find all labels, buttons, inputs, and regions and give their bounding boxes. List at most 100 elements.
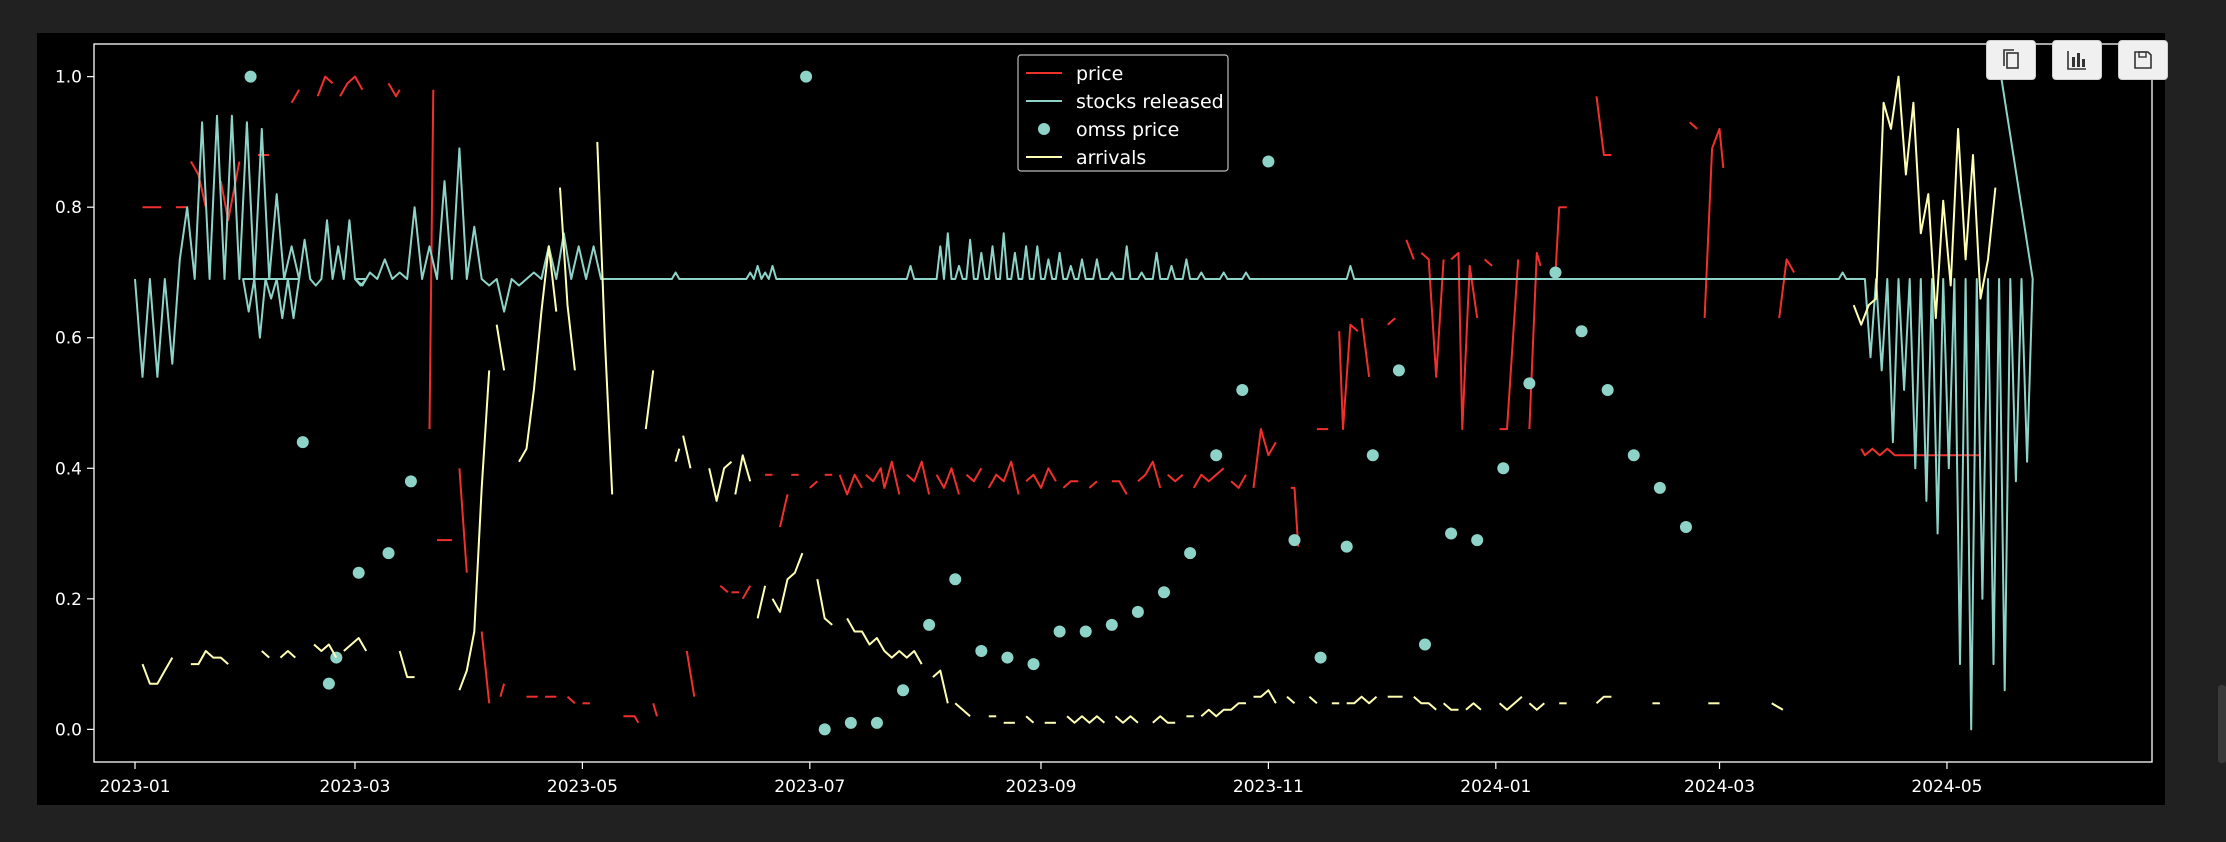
price-line <box>1703 127 1725 319</box>
price-line <box>1111 480 1128 495</box>
y-tick-label: 0.0 <box>55 720 82 740</box>
arrivals-line <box>1771 702 1784 711</box>
omss-price-point <box>1079 625 1092 638</box>
price-line <box>1499 259 1520 431</box>
y-tick-label: 1.0 <box>55 68 82 88</box>
arrivals-line <box>1025 715 1035 724</box>
price-line <box>838 473 863 496</box>
price-line <box>719 585 729 594</box>
x-tick-label: 2023-11 <box>1233 777 1304 797</box>
price-line <box>1595 96 1612 156</box>
price-line <box>290 89 300 104</box>
y-tick-label: 0.6 <box>55 329 82 349</box>
price-line <box>965 467 983 483</box>
arrivals-line <box>1465 702 1482 711</box>
y-tick-label: 0.4 <box>55 459 82 479</box>
omss-price-point <box>800 70 813 83</box>
omss-price-point <box>1001 651 1014 664</box>
x-tick-label: 2023-03 <box>319 777 390 797</box>
legend-label: stocks released <box>1076 91 1224 113</box>
arrivals-line <box>1595 695 1612 705</box>
omss-price-point <box>1288 534 1301 547</box>
chart-canvas: 0.0 0.2 0.4 0.6 0.8 1.0 2023-01 2023-03 2023-05… <box>55 43 2153 797</box>
scrollbar-handle[interactable] <box>2218 685 2226 763</box>
copy-button[interactable] <box>1986 40 2036 80</box>
price-line <box>623 715 640 724</box>
arrivals-line <box>1308 695 1318 705</box>
bar-chart-icon <box>2067 51 2086 70</box>
x-tick-label: 2024-03 <box>1684 777 1755 797</box>
omss-price-point <box>1184 547 1197 560</box>
chart-button[interactable] <box>2052 40 2102 80</box>
price-line <box>685 650 696 697</box>
arrivals-line <box>1200 702 1246 718</box>
copy-icon <box>2003 49 2019 69</box>
x-tick-label: 2023-05 <box>547 777 618 797</box>
price-line <box>935 467 960 495</box>
price-line <box>387 82 401 98</box>
arrivals-line <box>1114 715 1139 724</box>
arrivals-line <box>1066 715 1106 724</box>
omss-price-point <box>1158 586 1171 599</box>
price-line <box>1554 206 1567 273</box>
omss-price-point <box>1575 325 1588 338</box>
price-line <box>499 683 506 697</box>
omss-price-point <box>296 436 309 449</box>
save-icon <box>2134 51 2152 69</box>
price-line <box>906 460 931 495</box>
price-line <box>1405 239 1415 260</box>
omss-price-point <box>1471 534 1484 547</box>
price-line <box>1420 252 1445 378</box>
price-line <box>1360 317 1371 378</box>
omss-price-point <box>322 677 335 690</box>
omss-price-point <box>1445 527 1458 540</box>
omss-price-point <box>1653 481 1666 494</box>
arrivals-line <box>279 650 296 659</box>
omss-price-point <box>1627 449 1640 462</box>
arrivals-line <box>674 448 681 462</box>
arrivals-line <box>495 324 506 371</box>
omss-price-point <box>818 723 831 736</box>
omss-price-point <box>1027 658 1040 671</box>
price-line <box>779 494 789 528</box>
price-line <box>566 695 576 705</box>
arrivals-line <box>343 637 368 652</box>
omss-price-point <box>1314 651 1327 664</box>
omss-price-point <box>975 645 988 658</box>
price-line <box>1483 258 1493 267</box>
x-tick-label: 2024-05 <box>1911 777 1982 797</box>
price-line <box>1778 258 1795 319</box>
save-button[interactable] <box>2118 40 2168 80</box>
price-line <box>1137 460 1162 489</box>
arrivals-line <box>1413 695 1437 711</box>
arrivals-line <box>261 650 270 659</box>
chart-figure: 0.0 0.2 0.4 0.6 0.8 1.0 2023-01 2023-03 2023-05… <box>37 33 2165 805</box>
price-line <box>1689 121 1698 130</box>
price-line <box>1860 447 1981 457</box>
omss-price-point <box>352 566 365 579</box>
x-tick-label: 2023-09 <box>1005 777 1076 797</box>
omss-price-point <box>897 684 910 697</box>
omss-price-point <box>1392 364 1405 377</box>
price-line <box>458 468 468 573</box>
omss-price-point <box>1262 155 1275 168</box>
price-line <box>1230 474 1247 489</box>
price-line <box>865 460 901 495</box>
omss-price-point <box>1053 625 1066 638</box>
x-tick-label: 2024-01 <box>1460 777 1531 797</box>
arrivals-line <box>1528 702 1545 711</box>
y-axis: 0.0 0.2 0.4 0.6 0.8 1.0 <box>55 68 94 740</box>
omss-price-point <box>1601 383 1614 396</box>
price-line <box>1062 480 1079 489</box>
arrivals-line <box>756 585 767 619</box>
price-line <box>1088 480 1098 489</box>
arrivals-line <box>708 460 733 502</box>
x-tick-label: 2023-01 <box>99 777 170 797</box>
price-line <box>652 703 658 717</box>
series-layer <box>134 63 2034 736</box>
arrivals-line <box>1346 695 1378 705</box>
arrivals-line <box>559 187 576 371</box>
arrivals-line <box>458 370 491 691</box>
price-line <box>741 585 752 600</box>
arrivals-line <box>1286 695 1296 705</box>
